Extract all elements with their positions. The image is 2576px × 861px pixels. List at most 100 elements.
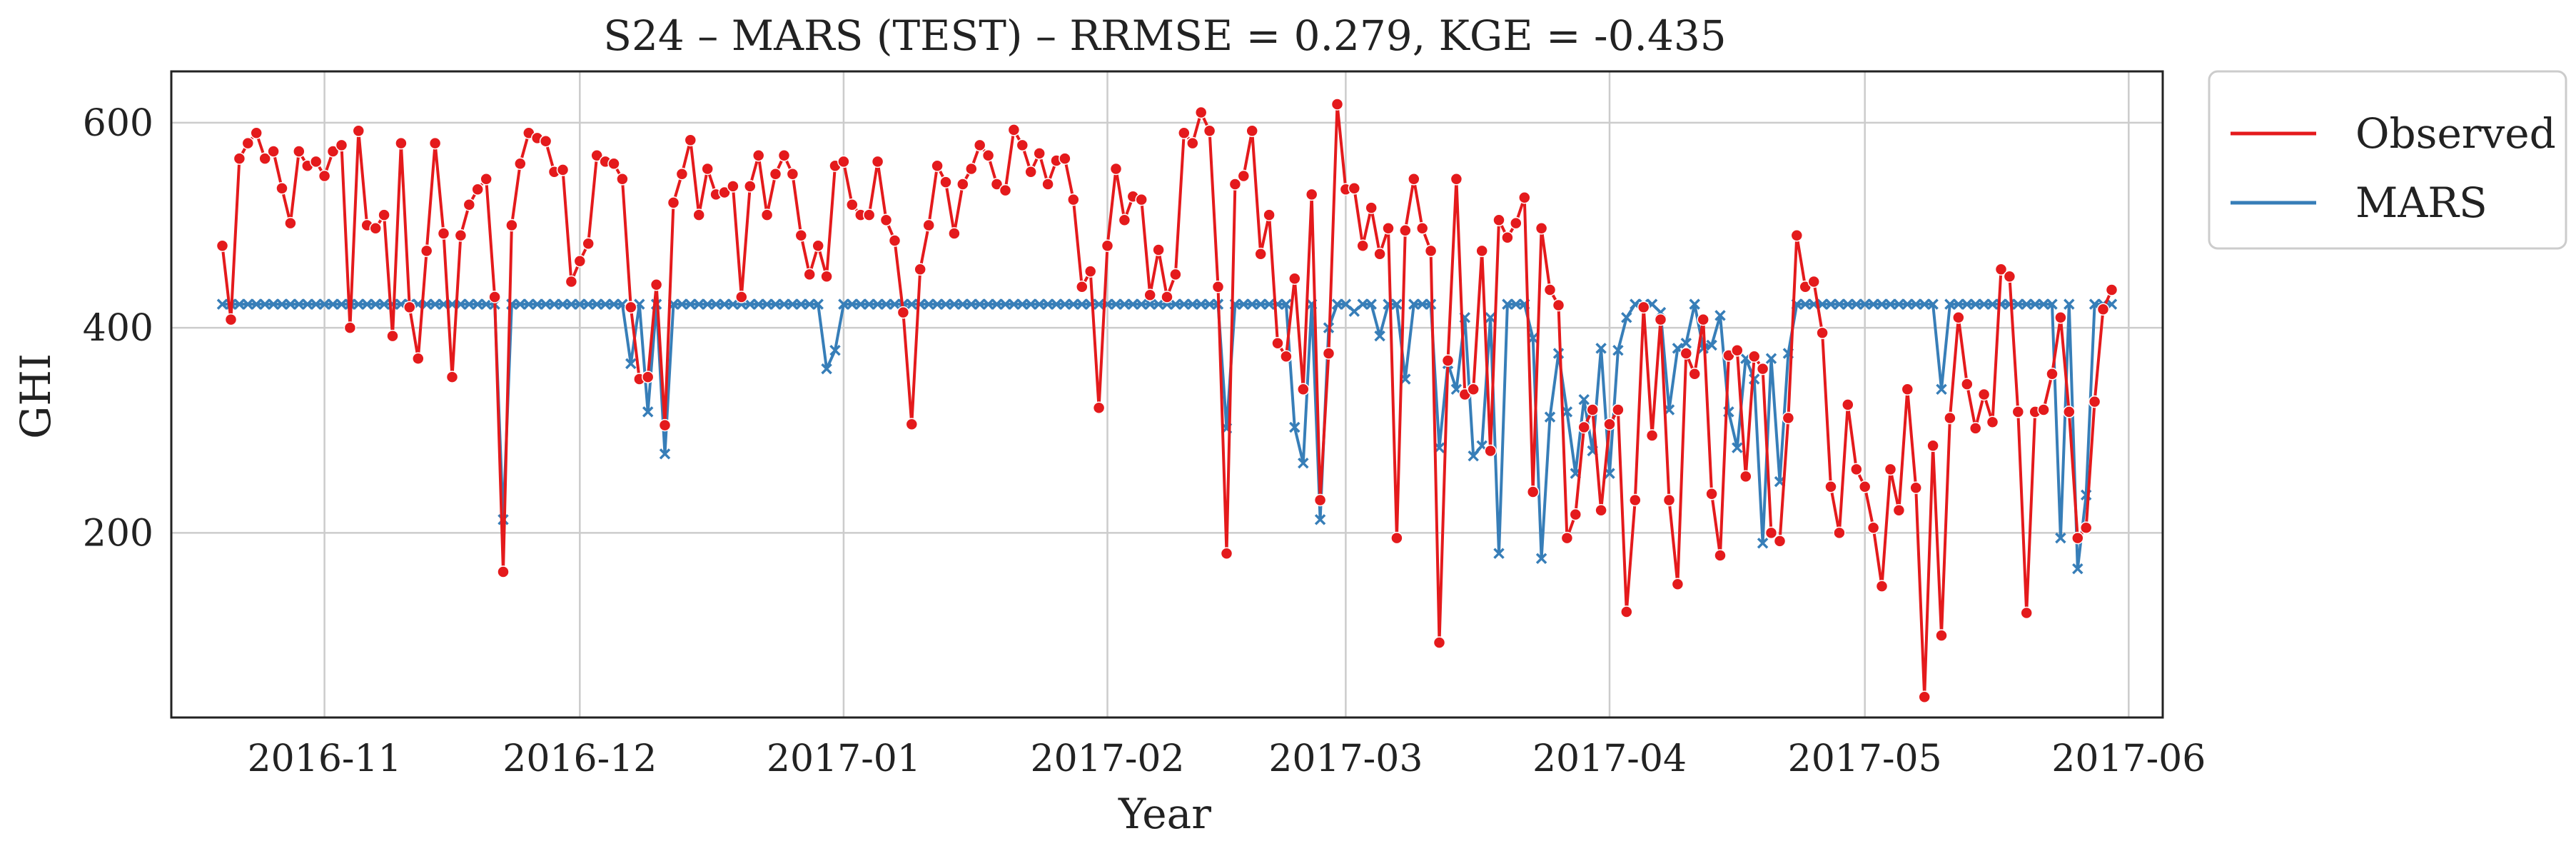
mars-point [880, 298, 892, 310]
mars-point [2064, 298, 2075, 310]
mars-point [1680, 337, 1692, 349]
observed-point [879, 213, 893, 227]
mars-point [847, 298, 858, 310]
mars-point [1910, 298, 1921, 310]
mars-point [1825, 298, 1837, 310]
observed-point [1756, 362, 1769, 376]
observed-point [497, 565, 510, 578]
observed-point [343, 321, 357, 334]
observed-point [1441, 354, 1455, 367]
observed-point [1433, 636, 1446, 649]
mars-point [216, 298, 228, 310]
mars-point [1485, 312, 1496, 323]
mars-point [1093, 298, 1105, 310]
observed-point [1178, 126, 1191, 139]
mars-point [2038, 298, 2049, 310]
observed-point [1620, 605, 1633, 618]
mars-point [378, 298, 390, 310]
observed-point [1322, 347, 1335, 360]
observed-point [1518, 191, 1531, 204]
observed-point [1944, 411, 1956, 425]
observed-point [1926, 439, 1939, 453]
mars-point [335, 298, 348, 310]
observed-point [812, 239, 824, 252]
observed-point [1952, 311, 1965, 324]
observed-point [888, 234, 901, 247]
observed-point [2037, 403, 2050, 416]
observed-point [905, 418, 919, 430]
observed-point [1850, 463, 1863, 476]
observed-point [2071, 531, 2084, 545]
observed-point [2079, 521, 2093, 534]
observed-point [1714, 549, 1727, 562]
observed-point [1543, 283, 1557, 296]
mars-point [233, 298, 246, 310]
observed-point [650, 278, 663, 291]
series-mars [216, 298, 2118, 575]
mars-point [999, 298, 1011, 310]
mars-point [761, 298, 773, 310]
observed-point [1918, 690, 1931, 704]
observed-point [625, 301, 637, 314]
observed-point [948, 227, 961, 240]
observed-point [786, 167, 799, 181]
mars-point [778, 298, 790, 310]
observed-point [1280, 350, 1293, 363]
observed-point [488, 291, 501, 303]
mars-point [1595, 343, 1607, 354]
observed-point [1577, 421, 1590, 434]
observed-point [1254, 247, 1267, 261]
series-line-observed [221, 103, 2113, 699]
mars-point [829, 344, 841, 356]
observed-point [1892, 504, 1906, 517]
mars-point [1110, 298, 1122, 310]
mars-point [1765, 353, 1777, 364]
observed-point [837, 155, 850, 168]
observed-point [744, 180, 757, 193]
mars-point [1689, 298, 1700, 310]
grid-lines [171, 71, 2163, 718]
mars-point [1127, 298, 1139, 310]
observed-point [727, 180, 739, 193]
observed-point [1671, 578, 1684, 591]
mars-point [642, 406, 654, 418]
mars-point [2029, 298, 2041, 310]
mars-point [574, 298, 586, 310]
x-tick-label: 2016-11 [248, 737, 402, 780]
observed-point [760, 208, 774, 221]
observed-point [1492, 213, 1505, 227]
observed-point [284, 216, 297, 230]
observed-point [871, 155, 884, 168]
observed-point [420, 244, 433, 258]
mars-point [540, 298, 552, 310]
observed-point [981, 149, 995, 162]
observed-point [1348, 182, 1361, 195]
observed-point [1535, 222, 1548, 235]
observed-point [1450, 173, 1463, 186]
observed-point [224, 313, 238, 326]
observed-point [1297, 383, 1310, 396]
mars-point [1068, 298, 1079, 310]
observed-point [1569, 508, 1582, 521]
mars-point [1314, 514, 1326, 525]
x-axis-label: Year [1118, 790, 1211, 838]
mars-point [1799, 298, 1811, 310]
observed-point [922, 218, 935, 232]
mars-point [974, 298, 986, 310]
observed-point [999, 183, 1012, 197]
mars-point [327, 298, 339, 310]
observed-point [803, 268, 816, 281]
observed-point [846, 198, 859, 211]
mars-point [1859, 298, 1871, 310]
observed-point [1186, 136, 1199, 150]
observed-point [293, 145, 305, 158]
observed-point [1680, 347, 1693, 360]
mars-point [361, 298, 373, 310]
observed-point [480, 173, 493, 186]
mars-point [1374, 330, 1385, 342]
observed-point [1067, 193, 1080, 206]
observed-point [1875, 580, 1889, 593]
mars-point [1008, 298, 1020, 310]
